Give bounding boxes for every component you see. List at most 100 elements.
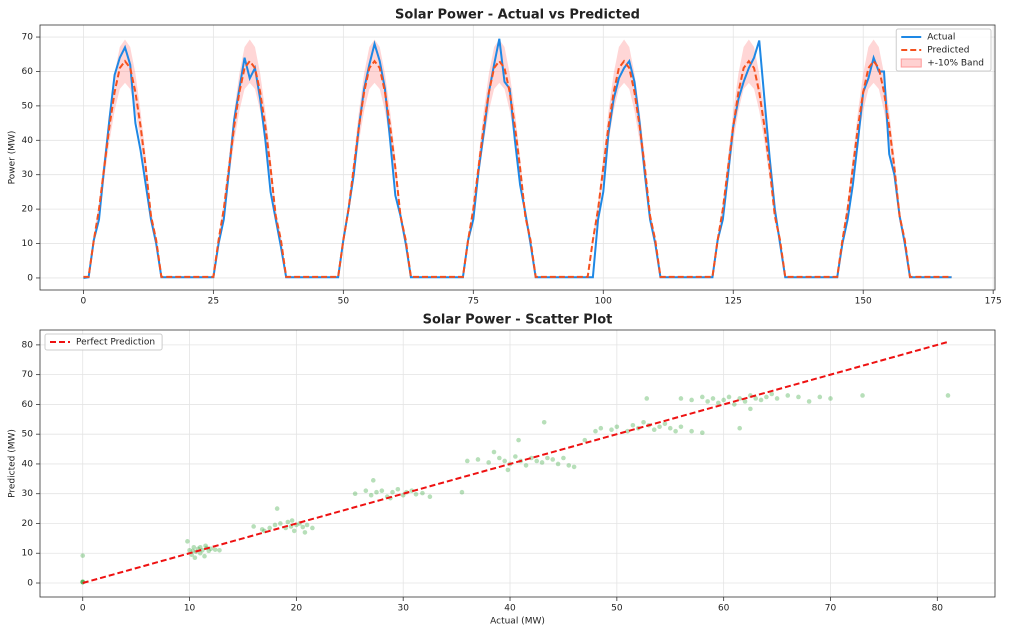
scatter-point: [630, 422, 636, 428]
scatter-point: [285, 519, 291, 525]
scatter-point: [689, 397, 694, 403]
scatter-point: [191, 544, 197, 550]
scatter-point: [945, 393, 951, 398]
scatter-point: [363, 488, 369, 494]
x-tick-label: 20: [291, 604, 303, 614]
scatter-point: [641, 419, 646, 425]
legend: Actual Predicted +-10% Band: [895, 28, 992, 72]
scatter-point: [202, 553, 207, 559]
legend-label: Perfect Prediction: [76, 338, 155, 348]
scatter-point: [203, 543, 208, 549]
scatter-point: [197, 544, 203, 550]
scatter-point: [571, 464, 577, 470]
scatter-point: [758, 397, 764, 403]
y-tick-label: 10: [22, 239, 34, 249]
scatter-point: [300, 524, 306, 530]
scatter-point: [413, 492, 419, 497]
scatter-point: [516, 437, 521, 443]
scatter-point: [609, 427, 614, 433]
marks: [80, 340, 951, 585]
scatter-point: [566, 463, 572, 468]
scatter-point: [785, 393, 791, 398]
y-tick-label: 50: [22, 430, 34, 440]
y-tick-label: 0: [27, 579, 33, 589]
y-axis-label: Power (MW): [8, 131, 18, 185]
scatter-point: [251, 524, 256, 529]
scatter-point: [732, 402, 737, 407]
scatter-point: [505, 467, 511, 473]
x-tick-label: 40: [504, 604, 516, 614]
y-tick-label: 10: [22, 549, 34, 559]
scatter-point: [541, 419, 547, 425]
scatter-point: [368, 492, 374, 498]
axes-frame: [39, 329, 996, 598]
y-tick-label: 20: [22, 519, 34, 529]
plot-area: [40, 330, 995, 597]
scatter-point: [539, 460, 545, 465]
x-tick-label: 175: [985, 297, 1002, 307]
legend: Perfect Prediction: [44, 333, 163, 351]
x-tick-label: 70: [825, 604, 837, 614]
x-tick-label: 150: [855, 297, 872, 307]
scatter-point: [420, 490, 425, 496]
scatter-point: [774, 396, 780, 401]
scatter-point: [796, 394, 801, 400]
scatter-point: [289, 518, 295, 523]
scatter-point: [700, 430, 705, 435]
x-tick-label: 25: [208, 297, 219, 307]
scatter-point: [274, 506, 280, 511]
scatter-point: [200, 547, 205, 553]
scatter-point: [651, 427, 657, 433]
y-tick-label: 50: [22, 101, 34, 111]
scatter-point: [464, 458, 470, 464]
scatter-point: [593, 428, 598, 434]
y-tick-label: 40: [22, 459, 34, 469]
scatter-point: [187, 547, 192, 553]
x-tick-label: 80: [932, 604, 944, 614]
scatter-point: [860, 393, 865, 398]
y-tick-label: 60: [22, 67, 34, 77]
y-tick-label: 70: [22, 33, 34, 43]
scatter-point: [582, 437, 588, 443]
scatter-point: [370, 478, 376, 483]
scatter-point: [192, 555, 198, 561]
legend-label: Predicted: [927, 46, 969, 56]
y-tick-label: 80: [22, 340, 34, 350]
scatter-point: [764, 394, 769, 400]
scatter-point: [710, 396, 716, 401]
scatter-point: [817, 394, 823, 400]
scatter-point: [80, 553, 86, 558]
subplot: 0 25 50 75 100 125 150 175 0 10 20 30 40 50 60 70 Solar …: [8, 8, 1002, 307]
chart-title: Solar Power - Actual vs Predicted: [395, 8, 640, 23]
scatter-point: [502, 458, 507, 464]
scatter-point: [550, 457, 556, 462]
scatter-point: [721, 397, 726, 403]
x-tick-label: 125: [725, 297, 742, 307]
scatter-point: [678, 396, 684, 401]
legend-label: +-10% Band: [927, 59, 984, 69]
scatter-point: [302, 530, 308, 535]
x-tick-label: 0: [80, 604, 86, 614]
scatter-point: [561, 455, 566, 461]
scatter-point: [753, 396, 759, 401]
legend-label: Actual: [927, 33, 955, 43]
scatter-point: [545, 455, 550, 461]
scatter-point: [555, 461, 561, 467]
scatter-point: [278, 521, 283, 526]
y-tick-label: 60: [22, 400, 34, 410]
scatter-point: [614, 424, 620, 430]
scatter-point: [185, 539, 190, 544]
scatter-point: [667, 425, 673, 431]
scatter-point: [705, 399, 710, 404]
scatter-point: [513, 454, 518, 459]
scatter-point: [828, 396, 833, 401]
scatter-point: [726, 394, 732, 400]
scatter-point: [662, 421, 668, 427]
scatter-point: [212, 547, 218, 552]
scatter-point: [689, 428, 694, 434]
marks: [83, 38, 952, 279]
scatter-point: [310, 525, 315, 531]
axes-frame: [39, 24, 996, 291]
scatter-point: [673, 428, 678, 434]
scatter-point: [197, 550, 203, 556]
